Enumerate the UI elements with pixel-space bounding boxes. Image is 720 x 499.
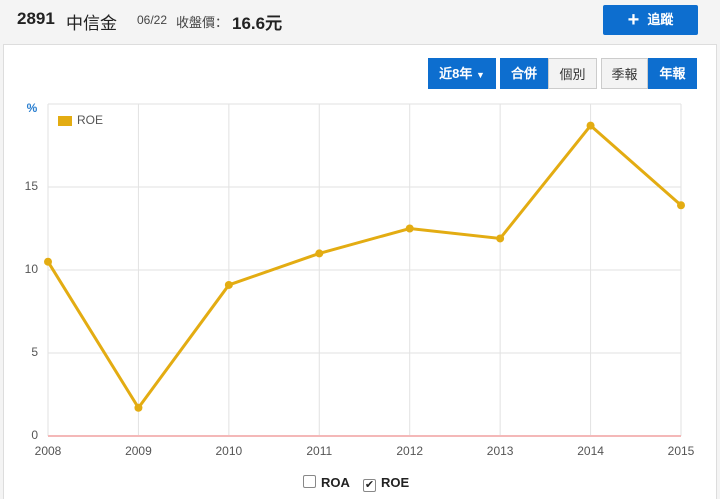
y-tick-label: 0 (31, 428, 38, 442)
x-tick-label: 2012 (396, 444, 423, 458)
x-tick-label: 2015 (668, 444, 695, 458)
x-tick-label: 2010 (216, 444, 243, 458)
toggle-label: ROA (321, 475, 350, 490)
x-tick-label: 2014 (577, 444, 604, 458)
date: 06/22 (137, 13, 168, 27)
y-tick-label: 15 (25, 179, 39, 193)
point (224, 280, 233, 289)
checkbox[interactable]: ✔ (363, 479, 376, 492)
price: 16.6元 (232, 14, 283, 33)
point (134, 403, 143, 412)
checkbox[interactable] (303, 475, 316, 488)
point (405, 224, 414, 233)
x-tick-label: 2013 (487, 444, 514, 458)
point (496, 234, 505, 243)
y-tick-label: 5 (31, 345, 38, 359)
point (315, 249, 324, 258)
follow-label: 追蹤 (647, 12, 674, 27)
stock-name: 中信金 (66, 14, 117, 33)
point (586, 121, 595, 130)
toggle-roa[interactable]: ROA (303, 475, 350, 490)
chart-panel (3, 44, 717, 499)
chart: % 2008 2009 2010 2011 2012 2013 2014 2015 0 5 10 15… (25, 101, 695, 458)
header: 2891 中信金 06/22 收盤價： 16.6元 + 追蹤 (0, 0, 720, 40)
scope-button[interactable]: 個別 (548, 58, 597, 89)
x-tick-label: 2011 (306, 444, 332, 458)
y-axis-label: % (27, 101, 38, 115)
toggle-roe[interactable]: ✔ ROE (363, 475, 409, 492)
stock-code: 2891 (17, 9, 55, 28)
x-tick-label: 2008 (35, 444, 62, 458)
toggle-label: ROE (381, 475, 410, 490)
range-button[interactable]: 近8年 ▼ (428, 58, 496, 89)
scope-button[interactable]: 合併 (500, 58, 548, 89)
period-button[interactable]: 年報 (648, 58, 697, 89)
point (44, 257, 52, 266)
period-button[interactable]: 季報 (601, 58, 648, 89)
legend-swatch (58, 116, 72, 126)
price-label: 收盤價： (176, 15, 229, 30)
x-tick-label: 2009 (125, 444, 152, 458)
follow-button[interactable]: + 追蹤 (603, 5, 698, 35)
y-tick-label: 10 (25, 262, 39, 276)
series-line (46, 123, 682, 411)
legend-label: ROE (77, 113, 103, 127)
range-label: 近8年 (439, 66, 473, 81)
point (677, 201, 685, 210)
